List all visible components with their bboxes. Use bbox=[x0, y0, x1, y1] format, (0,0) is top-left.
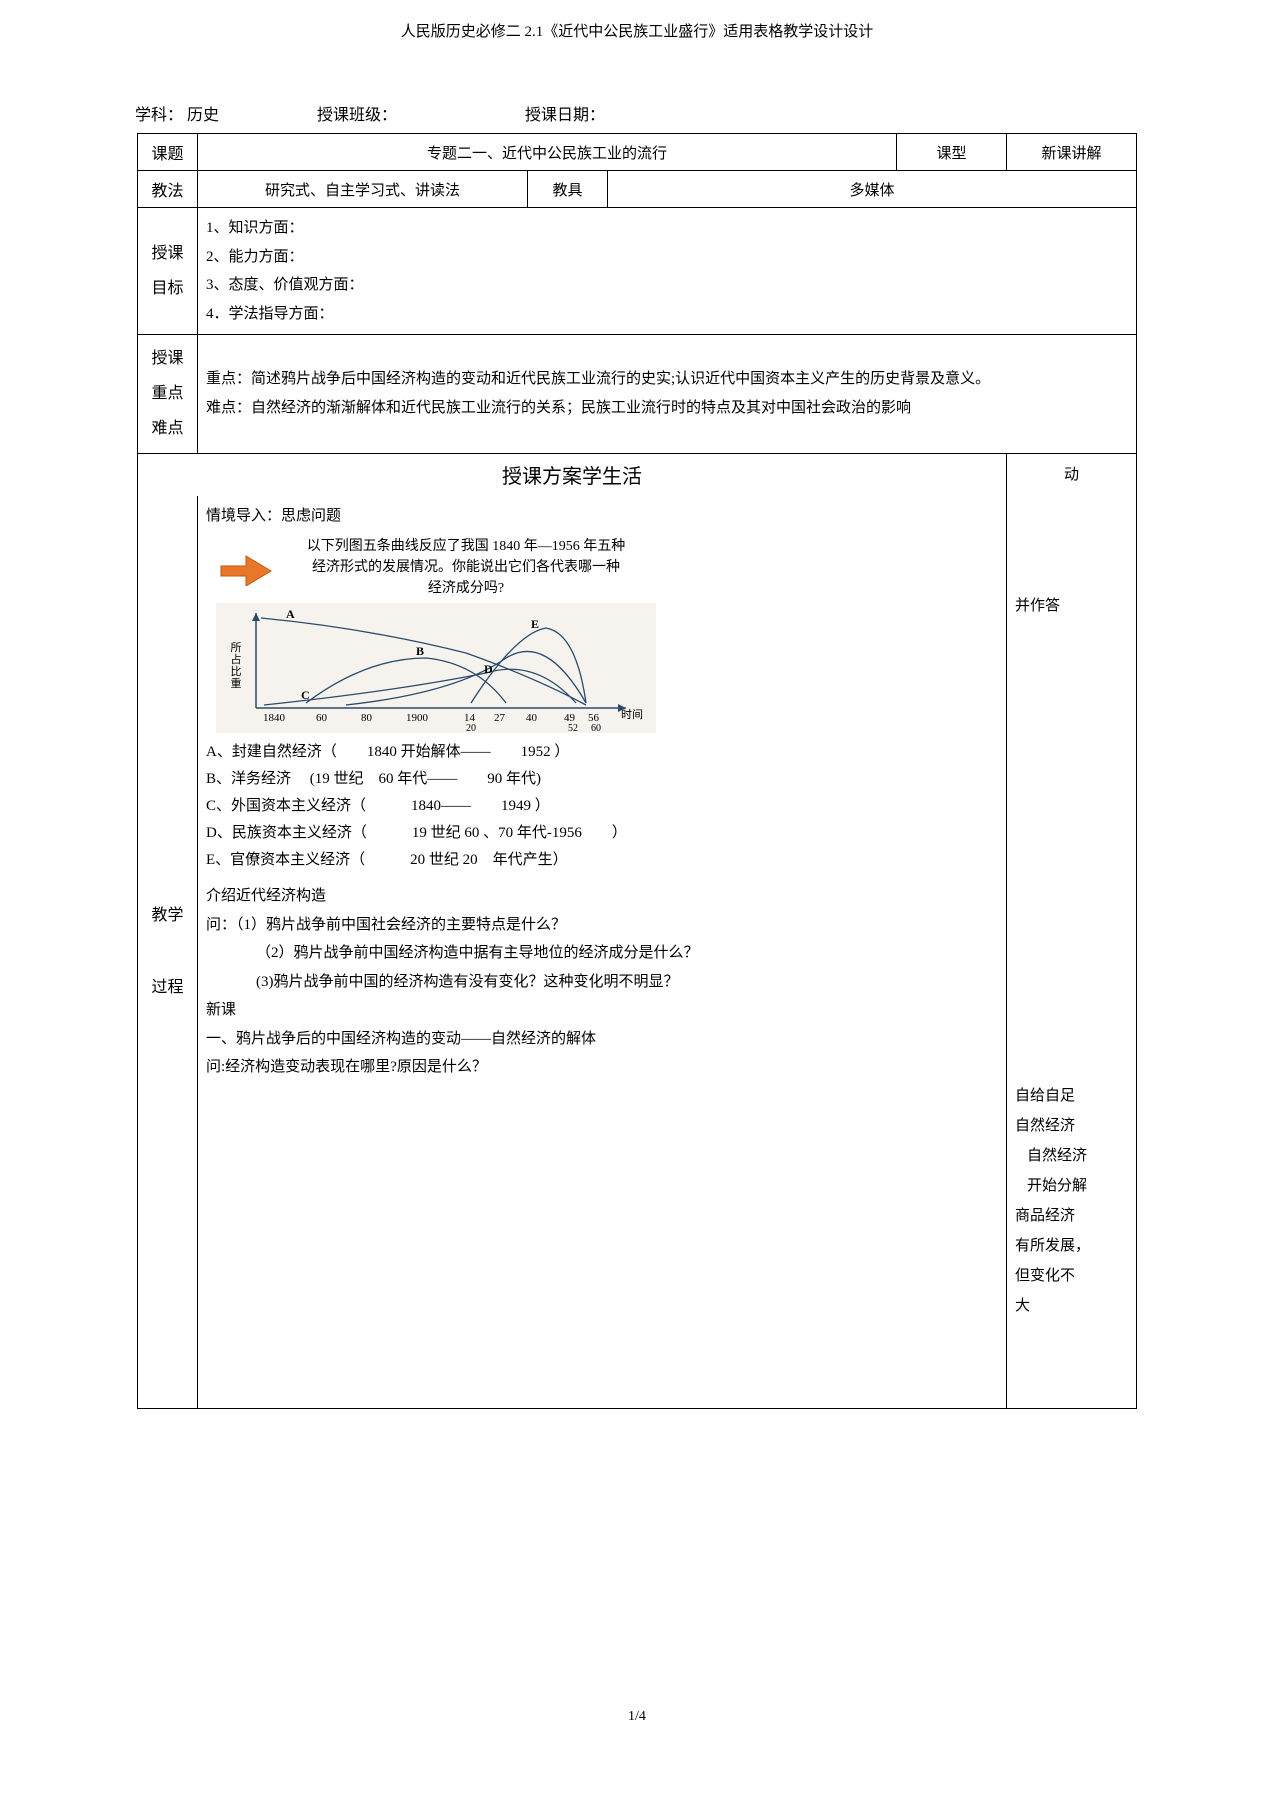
page-number: 1/4 bbox=[0, 1709, 1274, 1725]
option-c: C、外国资本主义经济（ 1840—— 1949 ） bbox=[206, 793, 998, 820]
svg-text:80: 80 bbox=[361, 712, 373, 724]
kexing-value: 新课讲解 bbox=[1007, 134, 1137, 171]
chart-caption-3: 经济成分吗? bbox=[276, 578, 656, 599]
jiaofa-label: 教法 bbox=[138, 171, 198, 208]
svg-text:E: E bbox=[531, 617, 539, 631]
chart-container: 以下列图五条曲线反应了我国 1840 年—1956 年五种 经济形式的发展情况。… bbox=[216, 536, 656, 733]
keti-value: 专题二一、近代中公民族工业的流行 bbox=[198, 134, 897, 171]
question-3: (3)鸦片战争前中国的经济构造有没有变化？这种变化明不明显？ bbox=[206, 968, 998, 997]
svg-text:重: 重 bbox=[231, 676, 242, 690]
option-e: E、官僚资本主义经济（ 20 世纪 20 年代产生） bbox=[206, 847, 998, 874]
process-side-label: 教学过程 bbox=[138, 496, 198, 1409]
svg-text:27: 27 bbox=[494, 712, 506, 724]
note-1: 自给自足 bbox=[1015, 1081, 1128, 1111]
option-b: B、洋务经济 (19 世纪 60 年代—— 90 年代) bbox=[206, 766, 998, 793]
note-5: 商品经济 bbox=[1015, 1201, 1128, 1231]
xinke-text: 新课 bbox=[206, 996, 998, 1025]
svg-text:20: 20 bbox=[466, 723, 476, 733]
jieshao-text: 介绍近代经济构造 bbox=[206, 882, 998, 911]
mubiao-l2: 2、能力方面： bbox=[206, 243, 1128, 272]
mubiao-label: 授课目标 bbox=[138, 208, 198, 335]
process-body: 情境导入：思虑问题 以下列图五条曲线反应了我国 1840 年—1956 年五种 … bbox=[198, 496, 1007, 1409]
note-3: 自然经济 bbox=[1015, 1141, 1128, 1171]
jiaofa-value: 研究式、自主学习式、讲读法 bbox=[198, 171, 528, 208]
svg-text:40: 40 bbox=[526, 712, 538, 724]
chart-caption-1: 以下列图五条曲线反应了我国 1840 年—1956 年五种 bbox=[276, 536, 656, 557]
options-list: A、封建自然经济（ 1840 开始解体—— 1952 ） B、洋务经济 (19 … bbox=[206, 739, 998, 874]
note-7: 但变化不 bbox=[1015, 1261, 1128, 1291]
svg-text:60: 60 bbox=[591, 723, 601, 733]
svg-text:比: 比 bbox=[231, 665, 242, 678]
wen-text: 问:经济构造变动表现在哪里?原因是什么？ bbox=[206, 1053, 998, 1082]
page-header: 人民版历史必修二 2.1《近代中公民族工业盛行》适用表格教学设计设计 bbox=[0, 20, 1274, 41]
svg-text:占: 占 bbox=[231, 652, 242, 666]
svg-text:A: A bbox=[286, 607, 295, 621]
mubiao-l3: 3、态度、价值观方面： bbox=[206, 271, 1128, 300]
option-a: A、封建自然经济（ 1840 开始解体—— 1952 ） bbox=[206, 739, 998, 766]
option-d: D、民族资本主义经济（ 19 世纪 60 、70 年代-1956 ） bbox=[206, 820, 998, 847]
mubiao-l4: 4．学法指导方面： bbox=[206, 300, 1128, 329]
svg-text:所: 所 bbox=[231, 641, 242, 654]
lesson-plan-table: 课题 专题二一、近代中公民族工业的流行 课型 新课讲解 教法 研究式、自主学习式… bbox=[137, 133, 1137, 1409]
subject-value: 历史 bbox=[187, 101, 219, 125]
side-notes: 并作答 自给自足 自然经济 自然经济 开始分解 商品经济 有所发展， 但变化不 … bbox=[1007, 496, 1137, 1409]
zhongdian-p1: 重点：简述鸦片战争后中国经济构造的变动和近代民族工业流行的史实;认识近代中国资本… bbox=[206, 365, 1128, 394]
kexing-label: 课型 bbox=[897, 134, 1007, 171]
note-8: 大 bbox=[1015, 1291, 1128, 1321]
svg-text:1900: 1900 bbox=[406, 712, 429, 724]
svg-text:1840: 1840 bbox=[263, 712, 286, 724]
date-label: 授课日期： bbox=[525, 101, 605, 125]
zhongdian-content: 重点：简述鸦片战争后中国经济构造的变动和近代民族工业流行的史实;认识近代中国资本… bbox=[198, 335, 1137, 454]
question-2: （2）鸦片战争前中国经济构造中据有主导地位的经济成分是什么？ bbox=[206, 939, 998, 968]
chart-caption-2: 经济形式的发展情况。你能说出它们各代表哪一种 bbox=[276, 557, 656, 578]
economy-chart: 所 占 比 重 A B C D bbox=[216, 603, 656, 733]
mubiao-content: 1、知识方面： 2、能力方面： 3、态度、价值观方面： 4．学法指导方面： bbox=[198, 208, 1137, 335]
note-6: 有所发展， bbox=[1015, 1231, 1128, 1261]
section-1: 一、鸦片战争后的中国经济构造的变动——自然经济的解体 bbox=[206, 1025, 998, 1054]
process-title: 授课方案学生活 bbox=[138, 453, 1007, 496]
note-4: 开始分解 bbox=[1015, 1171, 1128, 1201]
question-1: 问：（1）鸦片战争前中国社会经济的主要特点是什么？ bbox=[206, 911, 998, 940]
svg-text:B: B bbox=[416, 644, 424, 658]
svg-text:60: 60 bbox=[316, 712, 328, 724]
subject-label: 学科： bbox=[135, 101, 183, 125]
svg-text:52: 52 bbox=[568, 723, 578, 733]
side-dong: 动 bbox=[1007, 453, 1137, 496]
zhongdian-label: 授课重点难点 bbox=[138, 335, 198, 454]
note-2: 自然经济 bbox=[1015, 1111, 1128, 1141]
svg-text:C: C bbox=[301, 688, 310, 702]
note-0: 并作答 bbox=[1015, 591, 1128, 621]
zhongdian-p2: 难点：自然经济的渐渐解体和近代民族工业流行的关系；民族工业流行时的特点及其对中国… bbox=[206, 394, 1128, 423]
keti-label: 课题 bbox=[138, 134, 198, 171]
jiaoju-label: 教具 bbox=[528, 171, 608, 208]
jiaoju-value: 多媒体 bbox=[608, 171, 1137, 208]
class-label: 授课班级： bbox=[317, 101, 397, 125]
svg-text:时间: 时间 bbox=[621, 708, 643, 721]
intro-text: 情境导入：思虑问题 bbox=[206, 502, 998, 531]
mubiao-l1: 1、知识方面： bbox=[206, 214, 1128, 243]
meta-line: 学科： 历史 授课班级： 授课日期： bbox=[135, 101, 1139, 125]
arrow-graphic-icon bbox=[216, 536, 276, 586]
